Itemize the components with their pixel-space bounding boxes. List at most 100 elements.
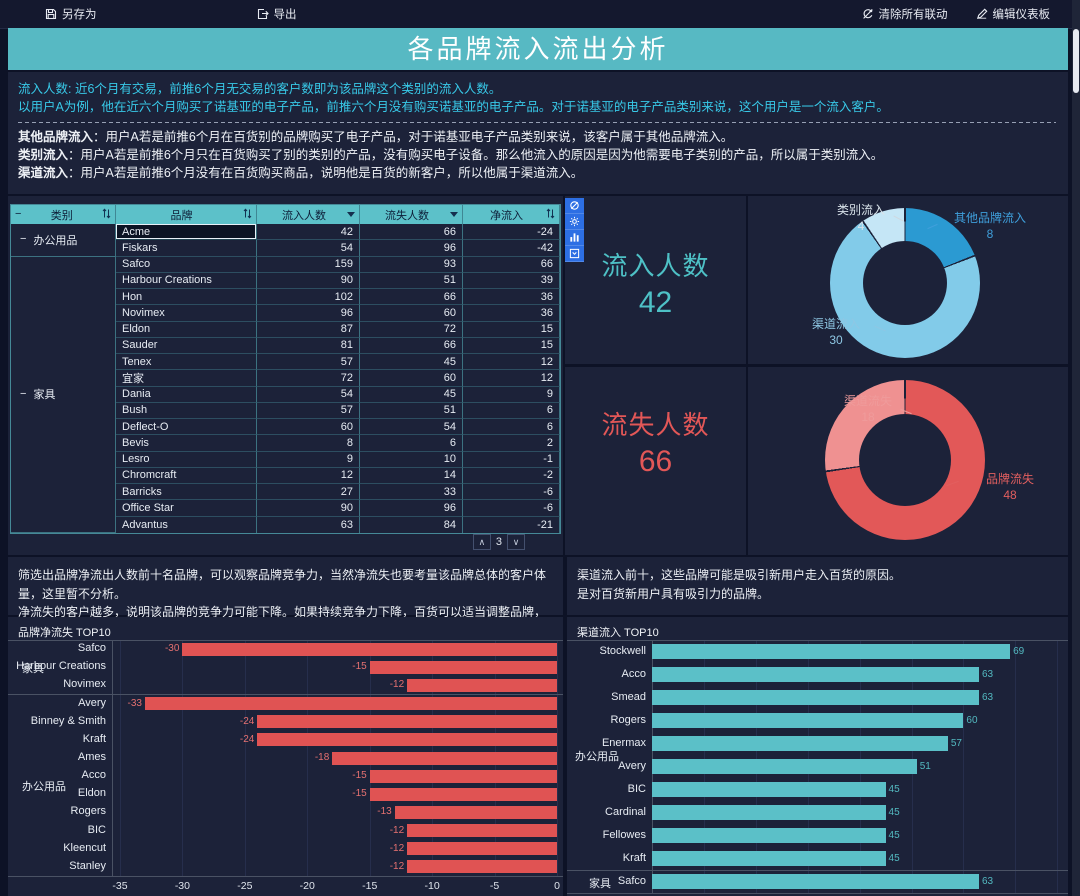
chart-type-icon[interactable] (565, 230, 584, 246)
inflow-donut-chart[interactable] (830, 208, 980, 358)
collapse-icon[interactable]: − (15, 208, 22, 220)
net-churn-bar[interactable] (257, 733, 557, 747)
save-as-button[interactable]: 另存为 (45, 6, 97, 22)
brand-cell[interactable]: Hon (116, 289, 257, 306)
net-churn-bar[interactable] (332, 751, 557, 765)
net-churn-bar[interactable] (369, 769, 557, 783)
value-cell[interactable]: -1 (463, 451, 560, 468)
brand-cell[interactable]: Eldon (116, 321, 257, 338)
brand-cell[interactable]: Lesro (116, 451, 257, 468)
column-header-outflow[interactable]: 流失人数 (360, 205, 463, 224)
value-cell[interactable]: 81 (257, 337, 360, 354)
value-cell[interactable]: 72 (257, 370, 360, 387)
brand-cell[interactable]: Sauder (116, 337, 257, 354)
settings-icon[interactable] (565, 214, 584, 230)
net-churn-bar[interactable] (369, 660, 557, 674)
collapse-icon[interactable] (565, 246, 584, 262)
value-cell[interactable]: 96 (360, 240, 463, 257)
net-churn-bar[interactable] (144, 697, 557, 711)
value-cell[interactable]: 36 (463, 289, 560, 306)
page-down-button[interactable]: ∨ (507, 534, 525, 550)
value-cell[interactable]: 42 (257, 224, 360, 241)
value-cell[interactable]: 6 (360, 435, 463, 452)
value-cell[interactable]: 2 (463, 435, 560, 452)
value-cell[interactable]: 12 (257, 467, 360, 484)
value-cell[interactable]: 6 (463, 402, 560, 419)
value-cell[interactable]: 66 (360, 224, 463, 241)
column-header-category[interactable]: − 类别 (11, 205, 116, 224)
value-cell[interactable]: 54 (360, 419, 463, 436)
value-cell[interactable]: 51 (360, 272, 463, 289)
value-cell[interactable]: 15 (463, 337, 560, 354)
value-cell[interactable]: 60 (360, 370, 463, 387)
collapse-icon[interactable]: − (20, 233, 27, 246)
channel-inflow-bar[interactable] (652, 782, 886, 797)
net-churn-bar[interactable] (407, 678, 557, 692)
net-churn-bar[interactable] (407, 860, 557, 874)
net-churn-bar[interactable] (369, 787, 557, 801)
value-cell[interactable]: 54 (257, 240, 360, 257)
value-cell[interactable]: 6 (463, 419, 560, 436)
category-cell[interactable]: − 办公用品 (11, 224, 116, 257)
channel-inflow-bar[interactable] (652, 828, 886, 843)
edit-dashboard-button[interactable]: 编辑仪表板 (976, 6, 1050, 22)
value-cell[interactable]: 9 (463, 386, 560, 403)
value-cell[interactable]: -42 (463, 240, 560, 257)
value-cell[interactable]: -6 (463, 484, 560, 501)
outflow-donut-chart[interactable] (825, 380, 985, 540)
net-churn-bar[interactable] (407, 842, 557, 856)
value-cell[interactable]: 15 (463, 321, 560, 338)
value-cell[interactable]: -6 (463, 500, 560, 517)
brand-cell[interactable]: Fiskars (116, 240, 257, 257)
net-churn-bar[interactable] (407, 824, 557, 838)
clear-linkage-icon[interactable] (565, 198, 584, 214)
value-cell[interactable]: 60 (257, 419, 360, 436)
value-cell[interactable]: -2 (463, 467, 560, 484)
value-cell[interactable]: 10 (360, 451, 463, 468)
channel-inflow-bar[interactable] (652, 736, 948, 751)
value-cell[interactable]: 90 (257, 500, 360, 517)
brand-cell[interactable]: Advantus (116, 516, 257, 533)
brand-cell[interactable]: Deflect-O (116, 419, 257, 436)
value-cell[interactable]: 66 (463, 256, 560, 273)
sort-icon[interactable] (102, 208, 111, 222)
collapse-icon[interactable]: − (20, 387, 27, 400)
brand-cell[interactable]: Chromcraft (116, 467, 257, 484)
value-cell[interactable]: 96 (257, 305, 360, 322)
value-cell[interactable]: 8 (257, 435, 360, 452)
value-cell[interactable]: 39 (463, 272, 560, 289)
brand-cell[interactable]: Tenex (116, 354, 257, 371)
value-cell[interactable]: 51 (360, 402, 463, 419)
column-header-inflow[interactable]: 流入人数 (257, 205, 360, 224)
outflow-kpi[interactable]: 流失人数 66 (565, 367, 746, 555)
value-cell[interactable]: 102 (257, 289, 360, 306)
brand-cell[interactable]: Safco (116, 256, 257, 273)
column-header-net-inflow[interactable]: 净流入 (463, 205, 560, 224)
brand-cell[interactable]: Office Star (116, 500, 257, 517)
channel-inflow-bar[interactable] (652, 759, 917, 774)
value-cell[interactable]: -21 (463, 516, 560, 533)
value-cell[interactable]: 12 (463, 370, 560, 387)
channel-inflow-bar[interactable] (652, 805, 886, 820)
net-churn-bar[interactable] (394, 805, 557, 819)
page-up-button[interactable]: ∧ (472, 534, 491, 550)
value-cell[interactable]: 45 (360, 386, 463, 403)
value-cell[interactable]: 27 (257, 484, 360, 501)
value-cell[interactable]: 54 (257, 386, 360, 403)
value-cell[interactable]: 12 (463, 354, 560, 371)
sort-icon[interactable] (243, 208, 252, 222)
value-cell[interactable]: 57 (257, 402, 360, 419)
export-button[interactable]: 导出 (257, 6, 297, 22)
inflow-kpi[interactable]: 流入人数 42 (565, 196, 746, 364)
brand-cell[interactable]: Acme (116, 224, 257, 241)
value-cell[interactable]: 57 (257, 354, 360, 371)
channel-inflow-bar[interactable] (652, 667, 979, 682)
value-cell[interactable]: 96 (360, 500, 463, 517)
brand-cell[interactable]: Bush (116, 402, 257, 419)
brand-cell[interactable]: Bevis (116, 435, 257, 452)
value-cell[interactable]: 33 (360, 484, 463, 501)
brand-cell[interactable]: 宜家 (116, 370, 257, 387)
category-cell[interactable]: − 家具 (11, 256, 116, 533)
channel-inflow-bar[interactable] (652, 690, 979, 705)
value-cell[interactable]: 9 (257, 451, 360, 468)
